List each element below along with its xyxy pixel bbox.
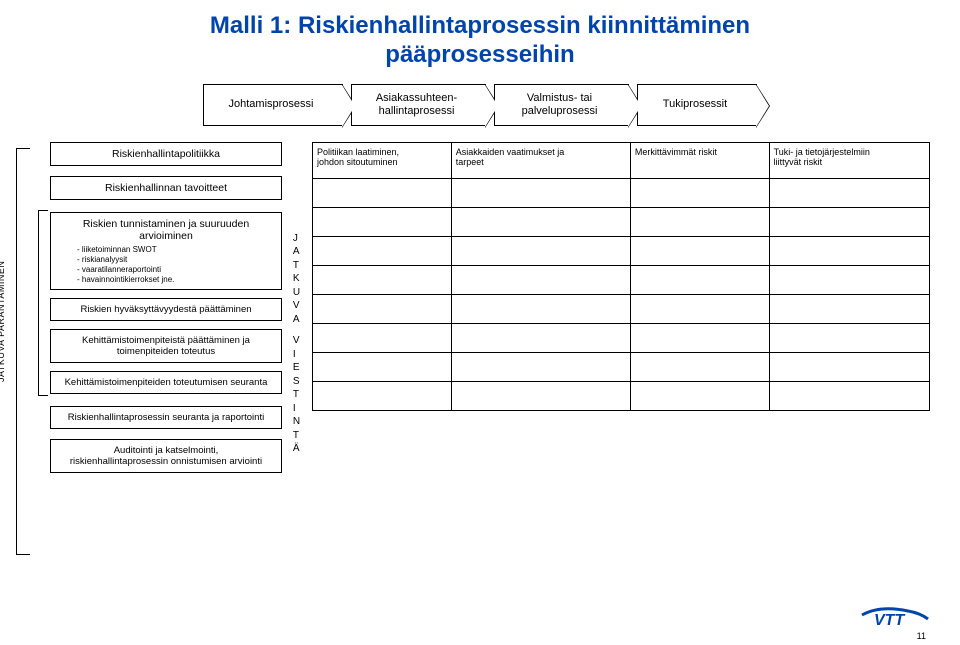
box-goals: Riskienhallinnan tavoitteet [50,176,282,200]
arrow-johtamis: Johtamisprosessi [203,84,343,126]
title-line2: pääprosesseihin [385,41,574,68]
arrow-tuki: Tukiprosessit [637,84,757,126]
outer-bracket [16,148,30,555]
process-arrows: Johtamisprosessi Asiakassuhteen- hallint… [30,84,930,126]
matrix-header: Merkittävimmät riskit [630,142,769,178]
vtt-logo-svg: VTT [860,601,930,631]
identify-item: riskianalyysit [77,255,275,265]
matrix-header: Asiakkaiden vaatimukset ja tarpeet [451,142,630,178]
inner-bracket [38,210,48,396]
identify-item: vaaratilanneraportointi [77,265,275,275]
title-line1: Malli 1: Riskienhallintaprosessin kiinni… [210,12,750,39]
box-identify-title: Riskien tunnistaminen ja suuruuden arvio… [57,218,275,242]
inner-loop-group: Riskien tunnistaminen ja suuruuden arvio… [50,210,282,396]
page-title: Malli 1: Riskienhallintaprosessin kiinni… [30,12,930,70]
matrix-header: Politiikan laatiminen, johdon sitoutumin… [313,142,452,178]
vtt-logo: VTT [860,601,930,631]
box-report: Riskienhallintaprosessin seuranta ja rap… [50,406,282,429]
box-policy: Riskienhallintapolitiikka [50,142,282,166]
matrix-body [313,178,930,410]
mid-label-bottom: VIESTINTÄ [293,334,301,456]
box-identify-list: liiketoiminnan SWOT riskianalyysit vaara… [57,242,275,285]
vertical-label-mid: JATKUVA VIESTINTÄ [288,142,306,456]
identify-item: havainnointikierrokset jne. [77,275,275,285]
page-number: 11 [917,631,926,641]
logo-text: VTT [874,612,905,629]
box-develop: Kehittämistoimenpiteistä päättäminen ja … [50,329,282,363]
box-audit: Auditointi ja katselmointi, riskienhalli… [50,439,282,473]
matrix-table: Politiikan laatiminen, johdon sitoutumin… [312,142,930,411]
box-track: Kehittämistoimenpiteiden toteutumisen se… [50,371,282,394]
mid-label-top: JATKUVA [293,232,301,327]
matrix-area: Politiikan laatiminen, johdon sitoutumin… [312,142,930,411]
matrix-header: Tuki- ja tietojärjestelmiin liittyvät ri… [769,142,929,178]
arrow-asiakassuhteen: Asiakassuhteen- hallintaprosessi [351,84,486,126]
left-process-stack: Riskienhallintapolitiikka Riskienhallinn… [50,142,282,473]
box-identify: Riskien tunnistaminen ja suuruuden arvio… [50,212,282,290]
box-accept: Riskien hyväksyttävyydestä päättäminen [50,298,282,321]
arrow-valmistus: Valmistus- tai palveluprosessi [494,84,629,126]
identify-item: liiketoiminnan SWOT [77,245,275,255]
vertical-label-left: JATKUVA PARANTAMINEN [0,260,6,381]
